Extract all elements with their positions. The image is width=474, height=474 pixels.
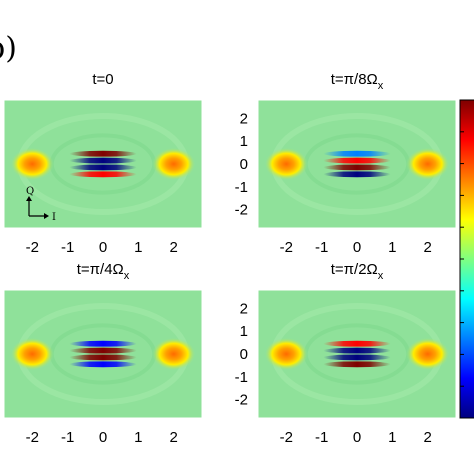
interference-fringe xyxy=(323,361,391,368)
interference-fringe xyxy=(69,354,137,361)
gaussian-lobe xyxy=(10,147,55,181)
gaussian-lobe xyxy=(10,337,55,371)
iq-axis-inset: QI xyxy=(26,186,56,223)
panel-title-main: t=π/4Ω xyxy=(77,261,124,278)
x-tick-label: 2 xyxy=(424,429,432,446)
panel-title: t=π/8Ωx xyxy=(331,71,384,92)
plot-frame xyxy=(3,99,203,229)
heatmap-panel: t=0-2 -1 0 1 2QI xyxy=(3,71,203,256)
plot-frame xyxy=(257,99,457,229)
gaussian-lobe xyxy=(264,337,309,371)
x-tick-label: 2 xyxy=(170,239,178,256)
x-tick-label: 0 xyxy=(353,429,361,446)
heatmap-field xyxy=(258,100,456,228)
interference-fringe xyxy=(323,164,391,171)
interference-fringe xyxy=(69,164,137,171)
gaussian-lobe xyxy=(405,337,450,371)
heatmap-field xyxy=(4,290,202,418)
plot-frame xyxy=(257,289,457,419)
x-tick-label: 1 xyxy=(388,429,396,446)
y-tick-label: 2 xyxy=(240,110,248,127)
y-tick-label: -2 xyxy=(235,392,248,409)
colorbar xyxy=(459,99,474,419)
gaussian-lobe xyxy=(151,147,196,181)
panel-title: t=π/2Ωx xyxy=(331,261,384,282)
y-tick-label: -1 xyxy=(235,179,248,196)
panel-title-main: t=π/2Ω xyxy=(331,261,378,278)
y-tick-label: -2 xyxy=(235,202,248,219)
x-tick-label: 2 xyxy=(170,429,178,446)
q-axis-label: Q xyxy=(26,186,34,197)
y-tick-label: 0 xyxy=(240,346,248,363)
x-tick-label: -1 xyxy=(61,429,74,446)
x-tick-label: 1 xyxy=(134,239,142,256)
x-tick-label: -2 xyxy=(280,429,293,446)
x-tick-label: 0 xyxy=(99,429,107,446)
interference-fringe xyxy=(69,157,137,164)
y-tick-label: 1 xyxy=(240,323,248,340)
interference-fringe xyxy=(69,150,137,157)
interference-fringe xyxy=(69,361,137,368)
heatmap-panel: t=π/8Ωx -2 -1 0 1 2 2 1 0 -1 -2 xyxy=(235,71,457,256)
gaussian-lobe xyxy=(151,337,196,371)
gaussian-lobe xyxy=(264,147,309,181)
heatmap-panel: t=π/2Ωx -2 -1 0 1 2 2 1 0 -1 -2 xyxy=(235,261,457,446)
x-tick-label: -1 xyxy=(315,239,328,256)
q-arrowhead xyxy=(26,196,32,201)
y-tick-label: 1 xyxy=(240,133,248,150)
x-tick-label: 1 xyxy=(388,239,396,256)
panel-title-main: t=π/8Ω xyxy=(331,71,378,88)
figure-label: b) xyxy=(0,31,17,66)
y-tick-label: -1 xyxy=(235,369,248,386)
x-tick-label: -1 xyxy=(315,429,328,446)
interference-fringe xyxy=(323,150,391,157)
y-tick-label: 2 xyxy=(240,300,248,317)
x-tick-label: -2 xyxy=(26,239,39,256)
interference-fringe xyxy=(69,171,137,178)
x-tick-label: 2 xyxy=(424,239,432,256)
interference-fringe xyxy=(323,354,391,361)
panel-title-subscript: x xyxy=(378,80,384,92)
x-tick-label: -2 xyxy=(26,429,39,446)
heatmap-panel: t=π/4Ωx -2 -1 0 1 2 xyxy=(3,261,203,446)
interference-fringe xyxy=(69,340,137,347)
i-arrowhead xyxy=(44,213,49,219)
gaussian-lobe xyxy=(405,147,450,181)
x-tick-label: 0 xyxy=(353,239,361,256)
interference-fringe xyxy=(323,171,391,178)
interference-fringe xyxy=(323,340,391,347)
panel-title-main: t=0 xyxy=(92,71,113,88)
interference-fringe xyxy=(323,157,391,164)
i-axis-label: I xyxy=(52,212,56,223)
heatmap-field xyxy=(4,100,202,228)
panel-title-subscript: x xyxy=(378,270,384,282)
panel-title-subscript: x xyxy=(124,270,130,282)
panel-title: t=0 xyxy=(92,71,113,88)
x-tick-label: 1 xyxy=(134,429,142,446)
interference-fringe xyxy=(323,347,391,354)
x-tick-label: 0 xyxy=(99,239,107,256)
x-tick-label: -1 xyxy=(61,239,74,256)
heatmap-field xyxy=(258,290,456,418)
plot-frame xyxy=(3,289,203,419)
panel-title: t=π/4Ωx xyxy=(77,261,130,282)
y-tick-label: 0 xyxy=(240,156,248,173)
interference-fringe xyxy=(69,347,137,354)
x-tick-label: -2 xyxy=(280,239,293,256)
